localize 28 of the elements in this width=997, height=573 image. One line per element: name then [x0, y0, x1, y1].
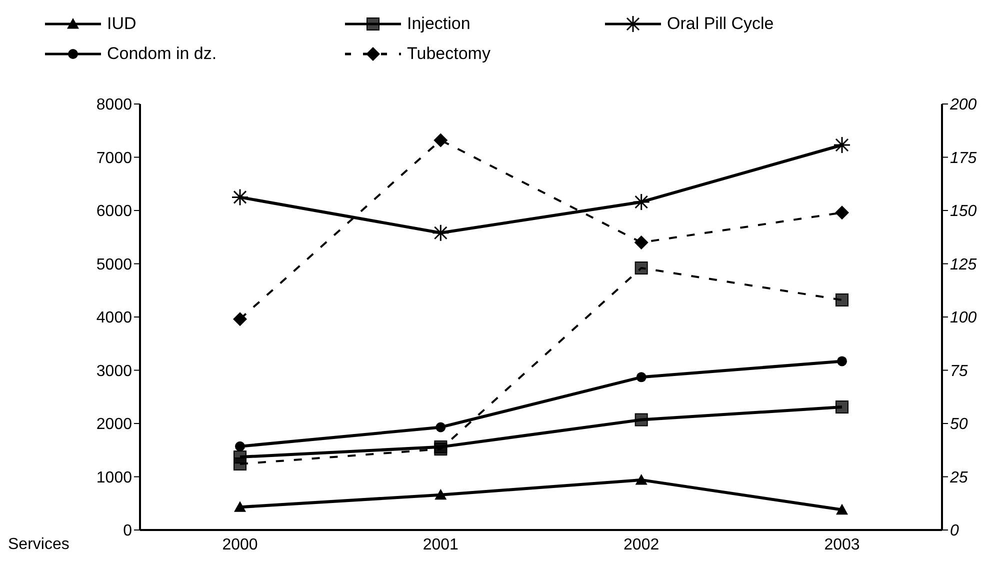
y-tick-label: 8000 — [96, 96, 132, 114]
y-tick-label: 1000 — [96, 469, 132, 486]
y2-tick-label: 75 — [950, 362, 968, 380]
y-tick-label: 2000 — [96, 416, 132, 434]
y2-tick-label: 175 — [950, 150, 977, 167]
x-tick-label: 2003 — [824, 536, 860, 554]
y2-tick-label: 50 — [950, 416, 968, 434]
x-tick-label: 2002 — [624, 536, 660, 554]
legend-label: Tubectomy — [407, 44, 490, 64]
y2-tick-label: 0 — [950, 522, 959, 540]
y2-tick-label: 100 — [950, 310, 977, 327]
y-tick-label: 4000 — [96, 310, 132, 327]
y2-tick-label: 200 — [949, 96, 977, 114]
y2-tick-label: 25 — [949, 469, 968, 486]
legend-label: Condom in dz. — [107, 44, 217, 64]
y-axis-title: Services — [8, 536, 70, 554]
y-tick-label: 0 — [123, 522, 132, 540]
legend-label: IUD — [107, 14, 136, 34]
y-tick-label: 6000 — [96, 203, 132, 220]
legend-label: Injection — [407, 14, 470, 34]
y2-tick-label: 125 — [950, 256, 977, 274]
x-tick-label: 2001 — [422, 536, 459, 554]
legend-label: Oral Pill Cycle — [667, 14, 774, 34]
y-tick-label: 3000 — [96, 362, 132, 380]
y-tick-label: 7000 — [96, 150, 132, 167]
x-tick-label: 2000 — [222, 536, 258, 554]
y-tick-label: 5000 — [96, 256, 132, 274]
y2-tick-label: 150 — [950, 203, 977, 220]
